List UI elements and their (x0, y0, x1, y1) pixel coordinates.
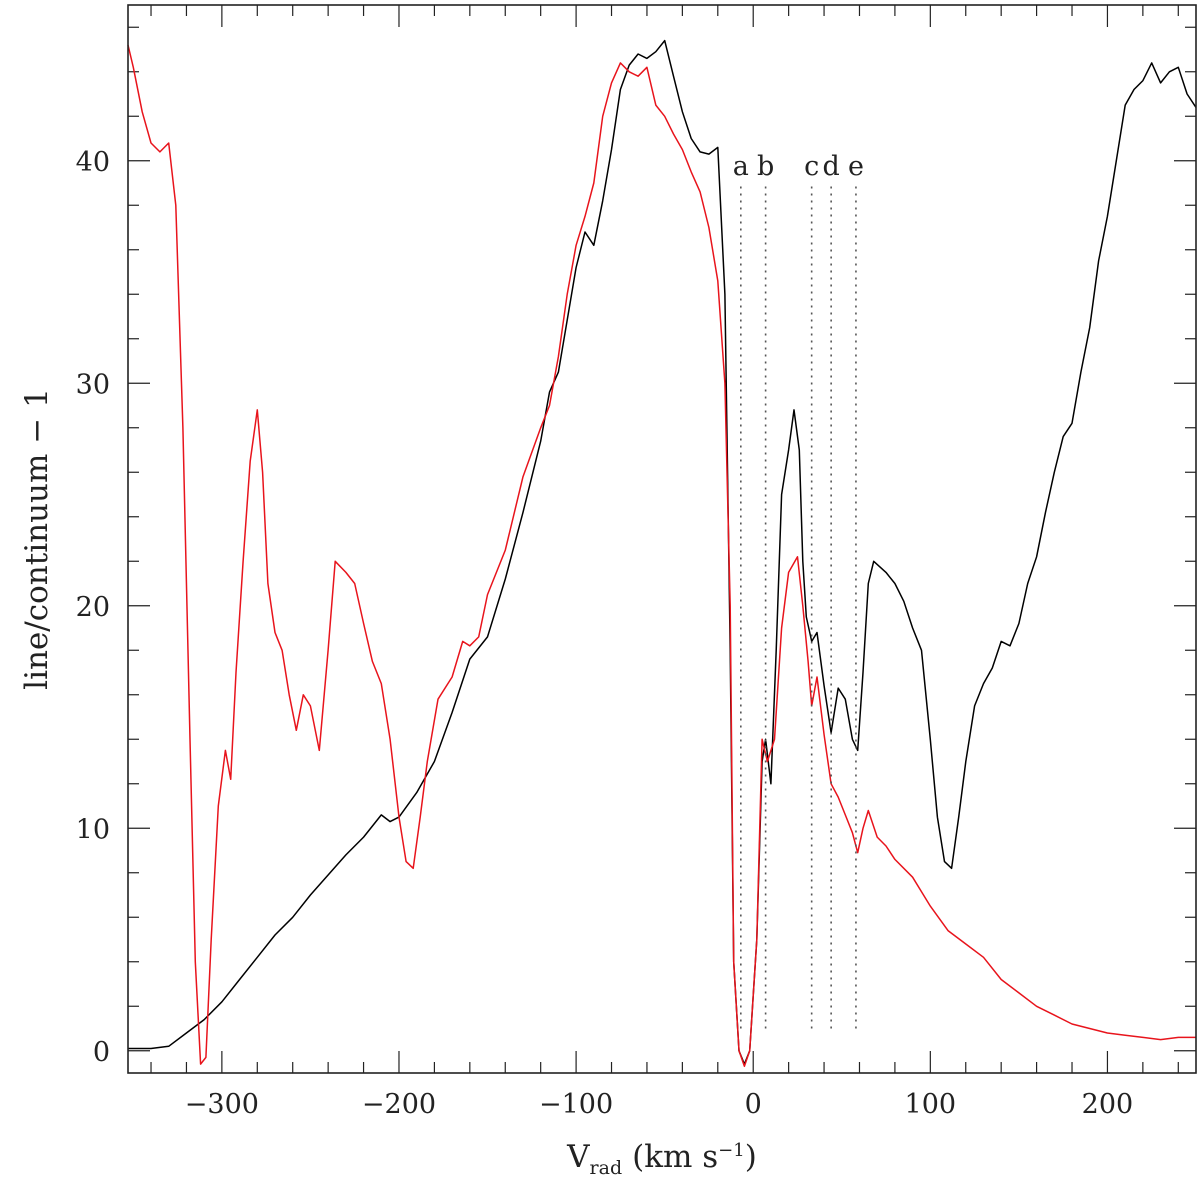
y-tick-label: 20 (76, 592, 110, 623)
marker-label-e: e (848, 151, 864, 182)
series-line-red (127, 44, 1196, 1068)
x-axis-label-superscript: −1 (718, 1140, 745, 1161)
y-tick-label: 10 (76, 814, 110, 845)
series-line-black (128, 39, 1197, 1065)
y-axis-label: line/continuum − 1 (19, 388, 55, 690)
y-tick-label: 40 (76, 147, 110, 178)
x-axis-label: Vrad (km s−1) (566, 1139, 757, 1177)
x-tick-label: 200 (1082, 1089, 1134, 1120)
series-layer (127, 39, 1197, 1068)
x-tick-label: 0 (745, 1089, 762, 1120)
x-axis-label-main: V (566, 1139, 590, 1175)
y-tick-label: 30 (76, 369, 110, 400)
y-tick-label: 0 (93, 1037, 110, 1068)
plot-frame (127, 4, 1197, 1074)
marker-label-c: c (804, 151, 819, 182)
marker-label-b: b (757, 151, 774, 182)
x-axis-label-subscript: rad (590, 1157, 623, 1177)
marker-label-d: d (822, 151, 839, 182)
x-axis-label-close: ) (745, 1139, 757, 1175)
x-tick-label: −300 (185, 1089, 259, 1120)
x-axis-label-units: (km s (632, 1139, 718, 1175)
x-tick-label: −100 (539, 1089, 613, 1120)
marker-label-a: a (733, 151, 749, 182)
tick-labels: −300 −200 −100 0 100 200 0 10 20 30 40 (76, 147, 1134, 1120)
x-tick-label: 100 (905, 1089, 957, 1120)
x-tick-label: −200 (362, 1089, 436, 1120)
axis-ticks (128, 5, 1196, 1073)
